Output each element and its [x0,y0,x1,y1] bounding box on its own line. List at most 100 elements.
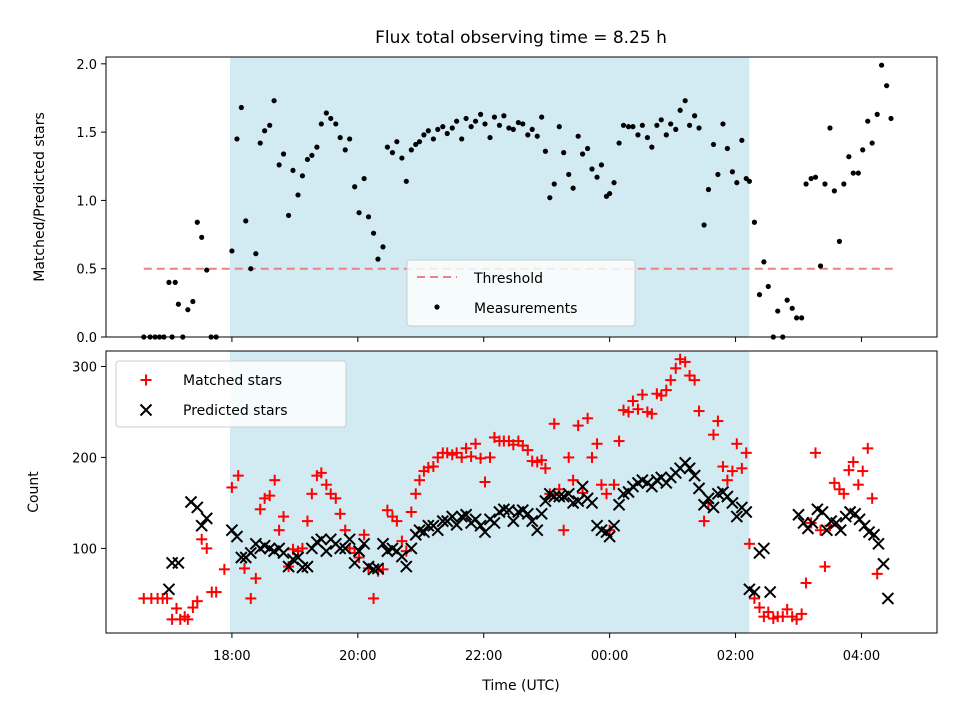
matched-star-point [679,356,691,368]
predicted-star-point [436,514,450,528]
predicted-star-point [683,462,696,475]
matched-star-point [306,488,318,500]
measurement-point [444,130,450,137]
measurement-point [701,222,707,228]
legend-threshold-label: Threshold [473,271,543,287]
predicted-star-point [531,523,544,537]
measurement-point [644,134,651,141]
measurement-point [611,180,617,186]
bottom-legend-box [115,360,347,428]
measurement-point [477,111,484,117]
measurement-point [575,133,581,139]
measurement-point [542,148,549,154]
matched-star-point [689,374,701,386]
predicted-star-point [478,525,492,539]
measurement-point [190,298,196,305]
measurement-point [663,132,669,138]
measurement-point [551,181,557,187]
predicted-star-point [830,516,843,530]
matched-star-point [781,603,793,615]
predicted-star-point [692,482,706,495]
matched-star-point [548,418,560,430]
matched-star-point [623,406,635,418]
matched-star-point [660,384,672,396]
matched-star-point [743,538,755,550]
matched-star-point [201,542,213,554]
predicted-star-point [553,490,566,503]
matched-star-point [558,524,570,536]
measurement-point [337,134,343,141]
measurement-point [271,98,277,104]
matched-star-point [269,474,281,486]
measurement-point [185,307,191,313]
legend-matched-label: Matched stars [183,373,282,389]
matched-star-point [250,572,262,584]
matched-star-point [862,442,874,454]
measurement-point [262,128,268,134]
predicted-star-point [607,519,621,532]
bottom-y-tick-label: 300 [72,360,97,375]
measurement-point [229,248,235,254]
measurement-point [715,171,721,178]
matched-star-point [567,474,579,486]
measurement-point [589,166,595,172]
measurement-point [394,139,400,145]
top-x-ticks [231,337,862,342]
predicted-star-point [881,592,895,605]
matched-star-point [847,456,859,468]
predicted-star-point [730,510,744,523]
measurement-point [166,279,172,285]
measurement-point [323,110,329,116]
matched-star-point [617,404,629,416]
measurement-point [673,126,679,132]
x-axis-label: Time (UTC) [481,678,559,694]
measurement-point [370,230,377,236]
measurement-point [855,170,861,176]
predicted-star-point [688,469,701,482]
measurement-point [869,140,875,146]
measurement-point [561,150,567,156]
x-tick-label: 18:00 [213,649,250,664]
matched-star-point [693,405,705,417]
legend-matched-marker [140,374,152,386]
predicted-star-point [459,508,473,521]
matched-star-point [301,515,313,527]
predicted-star-point [474,519,487,532]
matched-star-point [470,438,482,450]
measurement-point [408,147,414,153]
measurement-point [416,139,423,145]
measurement-point [290,167,296,173]
matched-star-point [712,415,724,427]
predicted-star-point [707,501,720,514]
matched-star-point [632,403,644,415]
bottom-panel: 100 200 300 18:00 20:00 22:00 00:00 02:00 04:00… [26,350,938,694]
measurement-point [267,122,273,128]
predicted-star-point [405,542,418,555]
matched-star-point [563,451,575,463]
measurement-point [720,121,726,127]
matched-star-point [595,479,607,491]
predicted-star-point [757,542,771,555]
matched-star-point [484,451,496,463]
measurement-point [739,137,745,143]
predicted-star-point [367,563,380,576]
predicted-star-point [507,514,520,528]
measurement-point [692,113,698,119]
predicted-star-point [446,510,459,523]
measurement-point [710,141,717,148]
matched-star-point [871,568,883,580]
measurement-point [314,144,320,150]
top-y-tick-label: 0.5 [76,263,97,278]
measurement-point [658,117,664,123]
matched-star-point [218,563,230,575]
matched-star-point [800,577,812,589]
measurement-point [318,121,324,127]
predicted-star-point [548,490,561,503]
measurement-point [789,305,795,311]
predicted-star-point [562,487,575,501]
matched-star-point [852,479,864,491]
matched-star-point [646,408,658,420]
predicted-star-point [339,542,352,555]
predicted-star-point [763,585,777,599]
measurement-points [141,62,894,340]
